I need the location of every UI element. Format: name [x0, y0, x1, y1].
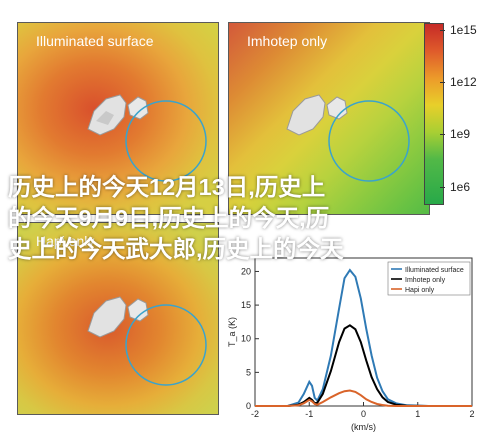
y-tick-label: 10	[241, 334, 251, 344]
colorbar-label: 1e15	[450, 23, 477, 37]
x-axis-label: (km/s)	[351, 422, 376, 432]
panel-title: Hapi only	[36, 233, 95, 249]
x-tick-label: -1	[305, 409, 313, 419]
legend-label: Imhotep only	[405, 277, 446, 284]
comet-nucleus-icon	[87, 296, 149, 338]
colorbar-tick	[440, 134, 445, 135]
y-tick-label: 15	[241, 300, 251, 310]
y-tick-label: 5	[246, 367, 251, 377]
x-tick-label: -2	[251, 409, 259, 419]
panel-title: Illuminated surface	[36, 33, 154, 49]
y-tick-label: 0	[246, 401, 251, 411]
panel-hapi-only: Hapi only	[17, 222, 219, 415]
comet-nucleus-icon	[286, 94, 348, 136]
panel-illuminated-surface: Illuminated surface	[17, 22, 219, 215]
series-line	[255, 268, 472, 407]
panel-imhotep-only: Imhotep only	[228, 22, 430, 215]
panel-title: Imhotep only	[247, 33, 328, 49]
colorbar	[424, 23, 444, 205]
colorbar-label: 1e9	[450, 127, 471, 141]
colorbar-tick	[440, 187, 445, 188]
aperture-circle	[125, 304, 207, 386]
x-tick-label: 2	[469, 409, 474, 419]
x-tick-label: 0	[361, 409, 366, 419]
series-line	[255, 324, 472, 407]
colorbar-tick	[440, 30, 445, 31]
comet-nucleus-icon	[87, 94, 149, 136]
aperture-circle	[328, 100, 410, 182]
colorbar-tick	[440, 82, 445, 83]
y-axis-label: T_a (K)	[227, 317, 237, 347]
aperture-circle	[125, 100, 207, 182]
series-line	[255, 389, 472, 407]
x-tick-label: 1	[415, 409, 420, 419]
y-tick-label: 20	[241, 266, 251, 276]
legend-label: Illuminated surface	[405, 267, 464, 274]
colorbar-label: 1e12	[450, 75, 477, 89]
legend-label: Hapi only	[405, 287, 435, 294]
colorbar-label: 1e6	[450, 180, 471, 194]
